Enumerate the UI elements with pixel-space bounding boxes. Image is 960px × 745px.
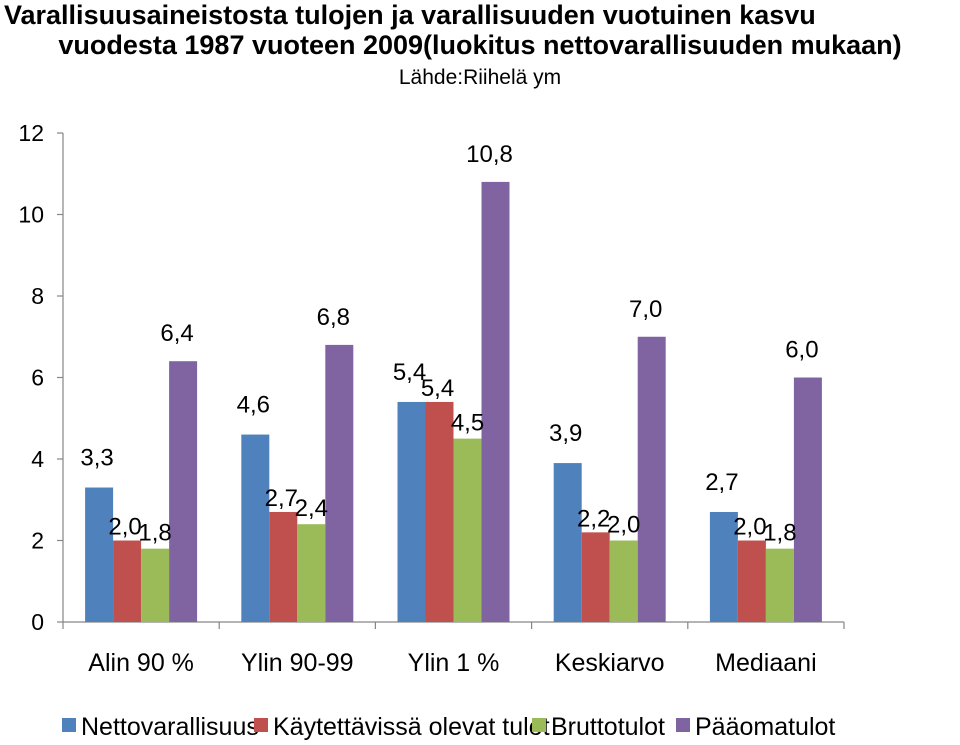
chart-title-line-1: Varallisuusaineistosta tulojen ja varall… (4, 0, 816, 30)
legend: Nettovarallisuus Käytettävissä olevat tul… (62, 713, 835, 741)
data-label: 4,6 (237, 392, 270, 419)
bar (553, 463, 582, 622)
bar (765, 548, 794, 622)
data-label: 5,4 (421, 375, 454, 402)
bar (609, 540, 638, 622)
data-labels: 3,34,65,43,92,72,02,75,42,2 2,01,82,44,52… (80, 141, 818, 547)
y-tick-label: 0 (31, 609, 44, 635)
data-label: 2,0 (607, 512, 640, 539)
bar (425, 401, 454, 622)
data-label: 2,7 (265, 485, 298, 512)
bar (241, 434, 270, 622)
bar (397, 401, 426, 622)
bar (297, 524, 326, 622)
data-label: 3,9 (549, 420, 582, 447)
y-tick-label: 8 (31, 283, 44, 309)
data-label: 2,2 (577, 505, 610, 532)
legend-label: Pääomatulot (695, 713, 835, 741)
bar (85, 487, 114, 622)
legend-swatch (676, 718, 690, 732)
legend-label: Nettovarallisuus (81, 713, 259, 741)
data-label: 5,4 (393, 359, 426, 386)
data-label: 7,0 (629, 296, 662, 323)
data-label: 2,4 (295, 495, 328, 522)
data-label: 6,8 (317, 304, 350, 331)
data-label: 3,3 (80, 445, 113, 472)
y-tick-label: 4 (31, 446, 44, 472)
bar (325, 344, 354, 622)
data-label: 1,8 (763, 520, 796, 547)
x-axis: Alin 90 % Ylin 90-99 Ylin 1 % Keskiarvo Medi… (62, 621, 845, 677)
y-axis: 0 2 4 6 8 10 12 (18, 120, 64, 635)
bar (581, 532, 610, 622)
bar (269, 511, 298, 622)
bar (709, 511, 738, 622)
data-label: 6,0 (785, 337, 818, 364)
bar (453, 438, 482, 622)
legend-label: Käytettävissä olevat tulot (273, 713, 550, 741)
x-category-label: Mediaani (715, 649, 816, 677)
legend-swatch (532, 718, 546, 732)
data-label: 2,0 (733, 514, 766, 541)
data-label: 6,4 (160, 320, 193, 347)
y-tick-label: 12 (18, 120, 44, 146)
chart-subtitle: Lähde:Riihelä ym (398, 66, 562, 89)
data-label: 2,0 (108, 514, 141, 541)
legend-label: Bruttotulot (551, 713, 665, 741)
data-label: 1,8 (138, 520, 171, 547)
x-category-label: Alin 90 % (88, 649, 194, 677)
bar (793, 377, 822, 622)
y-tick-label: 6 (31, 365, 44, 391)
x-category-label: Ylin 90-99 (241, 649, 354, 677)
bars (85, 181, 822, 622)
y-tick-label: 2 (31, 528, 44, 554)
chart-title: Varallisuusaineistosta tulojen ja varall… (0, 0, 960, 60)
bar (169, 361, 198, 622)
chart-title-line-2: vuodesta 1987 vuoteen 2009(luokitus nett… (58, 30, 902, 60)
data-label: 4,5 (451, 410, 484, 437)
y-tick-label: 10 (18, 202, 44, 228)
bar (113, 540, 142, 622)
bar (481, 181, 510, 622)
legend-swatch (254, 718, 268, 732)
bar (737, 540, 766, 622)
bar (637, 336, 666, 622)
x-category-label: Ylin 1 % (408, 649, 500, 677)
legend-swatch (62, 718, 76, 732)
data-label: 2,7 (705, 469, 738, 496)
x-category-label: Keskiarvo (555, 649, 665, 677)
data-label: 10,8 (466, 141, 513, 168)
bar (141, 548, 170, 622)
